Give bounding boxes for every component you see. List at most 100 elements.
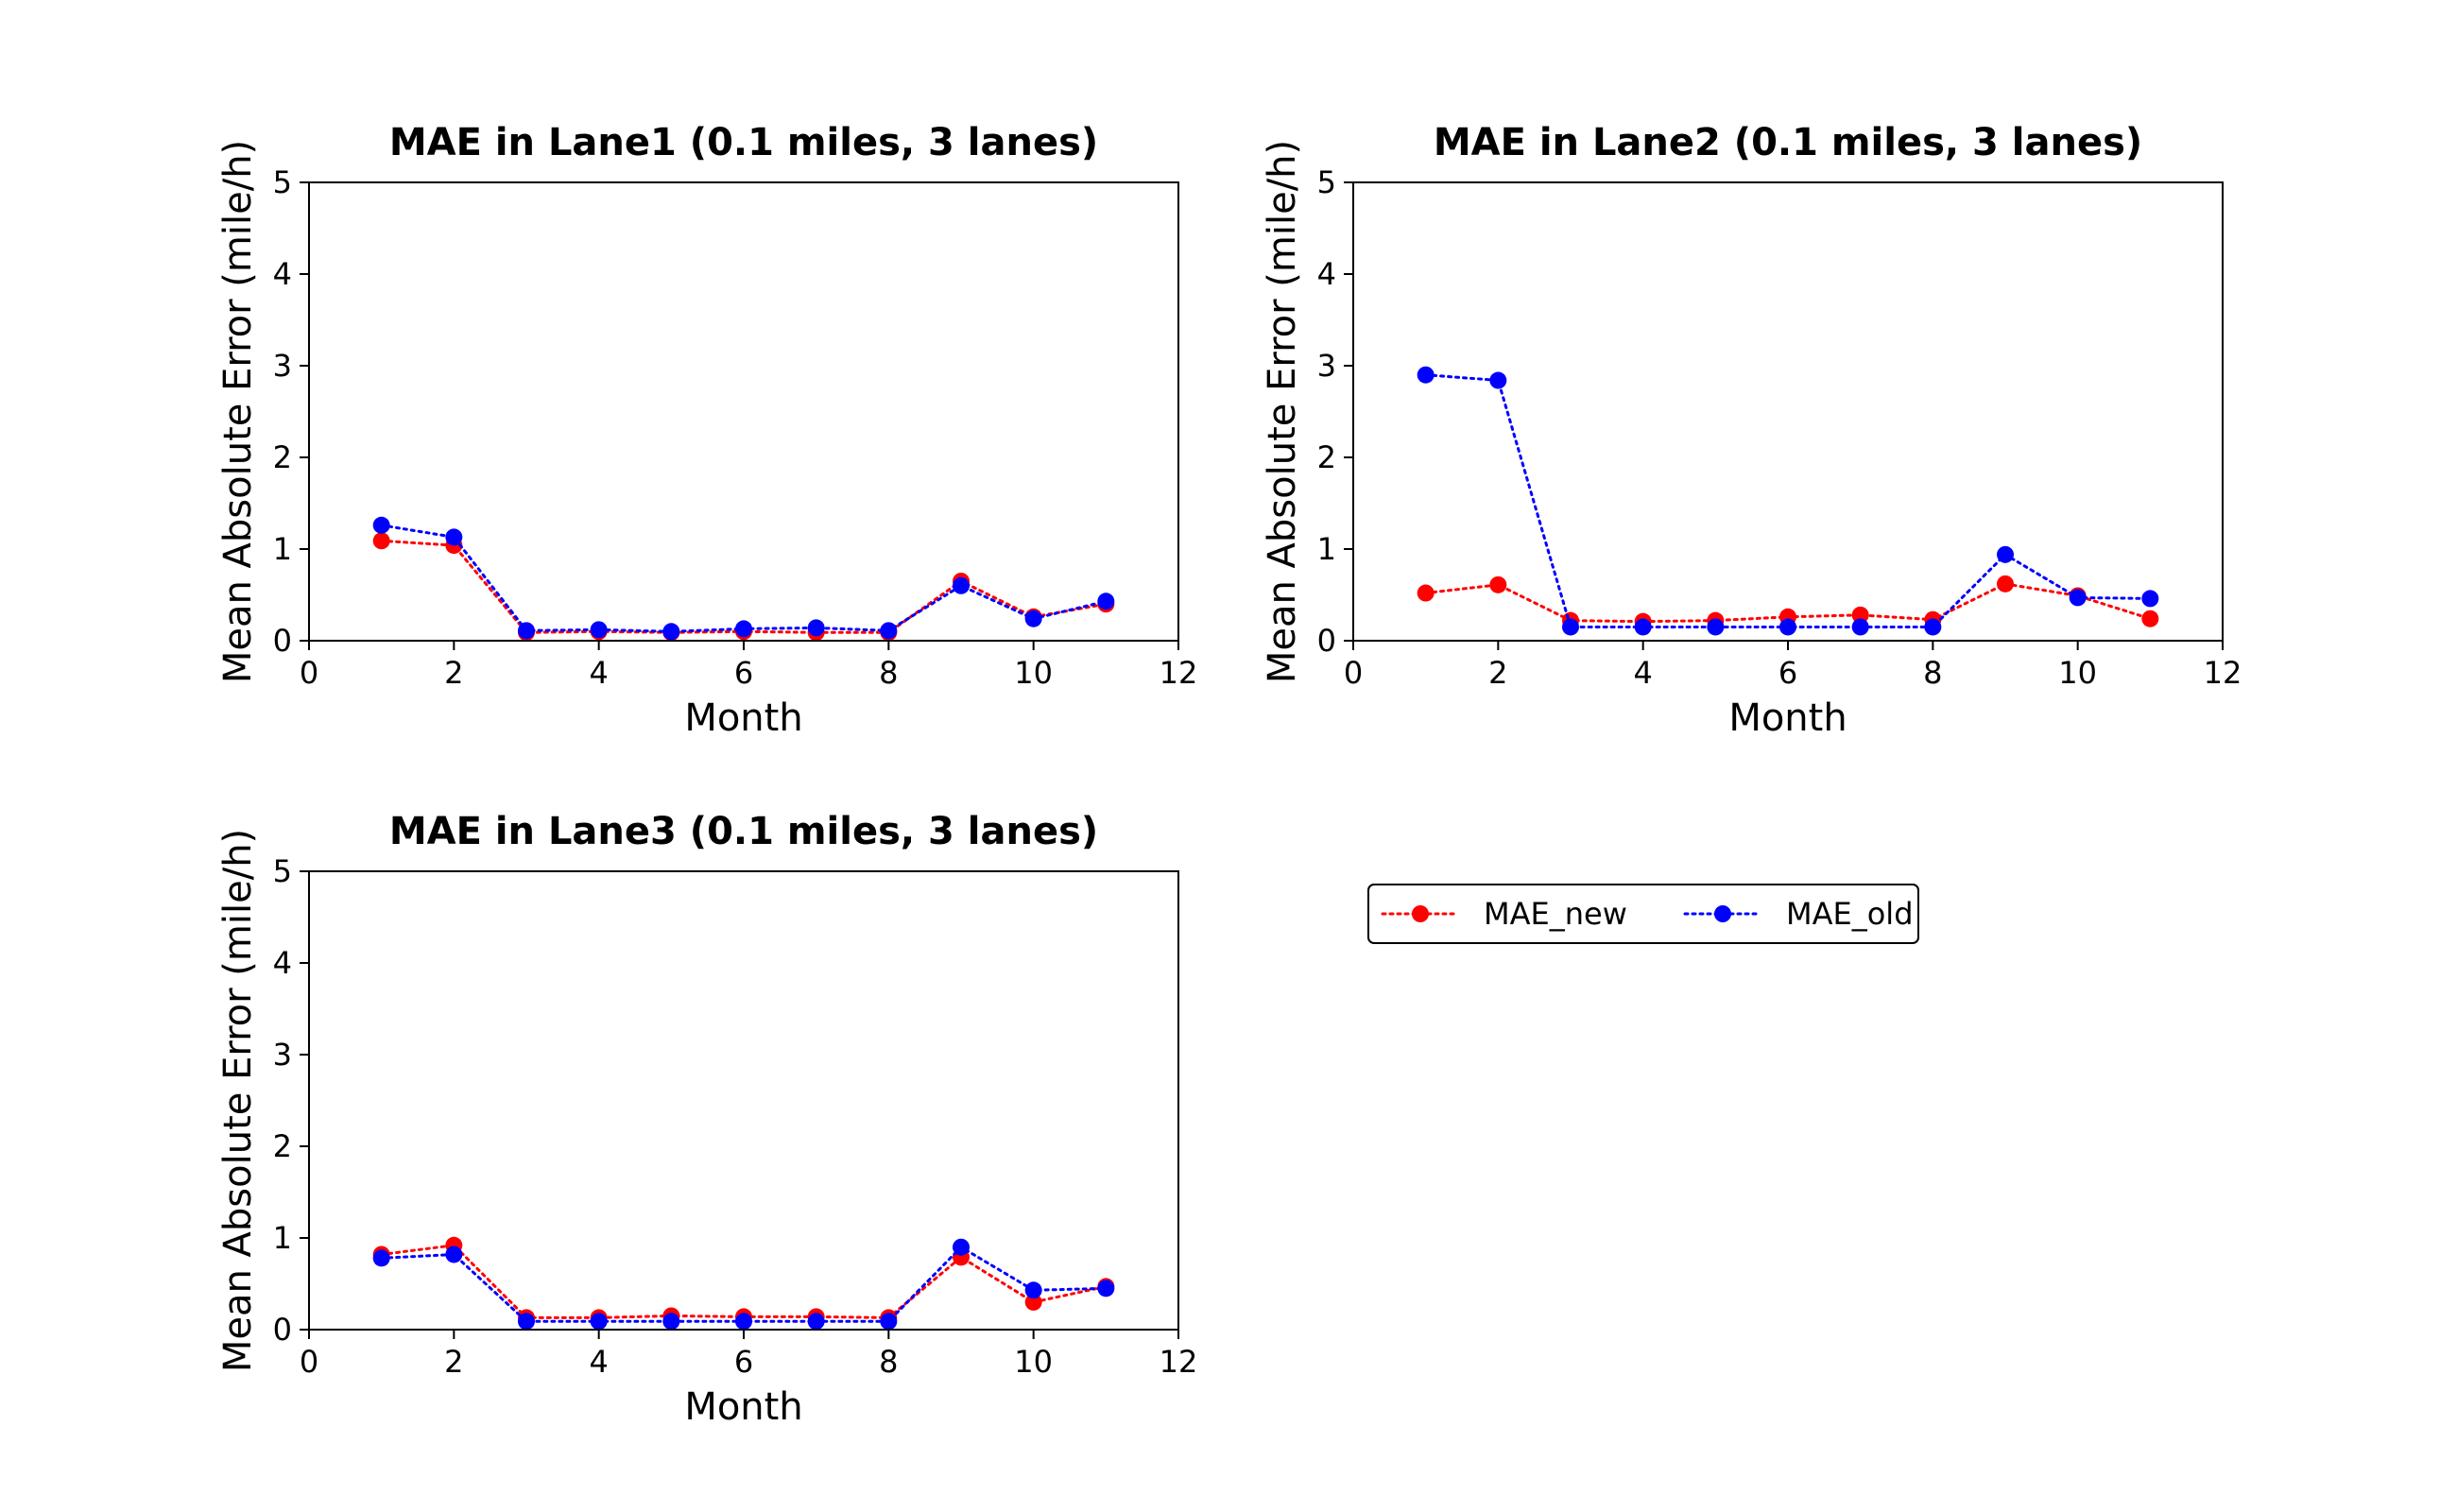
legend: MAE_new MAE_old <box>1367 884 1919 944</box>
x-tick-label: 10 <box>2058 655 2097 691</box>
legend-swatch-marker <box>1714 905 1731 922</box>
x-tick-label: 10 <box>1014 1344 1053 1380</box>
data-point-new <box>1851 606 1869 624</box>
data-point-old <box>1851 618 1869 636</box>
data-point-old <box>1779 618 1796 636</box>
data-point-old <box>953 576 970 594</box>
y-tick-label: 0 <box>273 623 292 659</box>
data-point-old <box>1924 618 1942 636</box>
data-point-old <box>1024 1281 1042 1299</box>
data-point-old <box>880 622 898 640</box>
legend-label: MAE_new <box>1484 896 1627 932</box>
y-tick-label: 3 <box>1317 348 1336 384</box>
y-tick-label: 2 <box>273 439 292 475</box>
chart-panel-1: MAE in Lane1 (0.1 miles, 3 lanes)0 2 4 6 8 10… <box>216 121 1197 740</box>
data-point-old <box>1997 545 2014 563</box>
data-point-old <box>1097 593 1115 610</box>
y-axis-label: Mean Absolute Error (mile/h) <box>216 829 260 1372</box>
y-axis-label: Mean Absolute Error (mile/h) <box>216 140 260 683</box>
plot-frame <box>1352 181 2224 642</box>
y-tick-label: 0 <box>1317 623 1336 659</box>
data-point-old <box>2141 590 2159 608</box>
data-point-old <box>735 1313 752 1331</box>
y-tick-label: 4 <box>1317 256 1336 292</box>
plot-frame <box>308 181 1179 642</box>
y-tick-label: 3 <box>273 1037 292 1073</box>
x-tick-label: 2 <box>444 1344 463 1380</box>
x-axis-label: Month <box>684 696 802 740</box>
y-tick-label: 4 <box>273 256 292 292</box>
x-tick-label: 6 <box>1778 655 1797 691</box>
chart-title: MAE in Lane1 (0.1 miles, 3 lanes) <box>389 121 1098 164</box>
data-point-old <box>1489 371 1507 389</box>
x-tick-label: 0 <box>300 655 318 691</box>
data-point-old <box>518 1313 535 1331</box>
legend-swatch-marker <box>1412 905 1429 922</box>
x-tick-label: 2 <box>444 655 463 691</box>
x-tick-label: 2 <box>1488 655 1507 691</box>
data-point-new <box>1997 575 2014 593</box>
data-point-old <box>1417 366 1435 384</box>
data-point-old <box>372 516 390 534</box>
x-tick-label: 12 <box>2204 655 2242 691</box>
y-tick-label: 4 <box>273 945 292 981</box>
y-tick-label: 1 <box>1317 531 1336 567</box>
chart-panel-2: MAE in Lane2 (0.1 miles, 3 lanes)0 2 4 6 8 10… <box>1261 121 2242 740</box>
x-tick-label: 6 <box>734 1344 753 1380</box>
y-tick-label: 2 <box>273 1128 292 1164</box>
data-point-new <box>1417 584 1435 602</box>
x-tick-label: 0 <box>300 1344 318 1380</box>
x-tick-label: 4 <box>589 655 608 691</box>
y-tick-label: 5 <box>273 164 292 200</box>
data-point-old <box>662 1313 680 1331</box>
series-line-new <box>380 539 1108 634</box>
y-tick-label: 1 <box>273 531 292 567</box>
x-tick-label: 4 <box>1633 655 1652 691</box>
data-point-old <box>372 1249 390 1267</box>
x-tick-label: 0 <box>1344 655 1363 691</box>
y-tick-label: 2 <box>1317 439 1336 475</box>
y-tick-label: 5 <box>1317 164 1336 200</box>
data-point-old <box>1024 610 1042 627</box>
data-point-old <box>2069 589 2087 607</box>
data-point-old <box>1562 618 1579 636</box>
x-axis-label: Month <box>684 1385 802 1429</box>
x-tick-label: 8 <box>879 655 898 691</box>
y-tick-label: 1 <box>273 1220 292 1256</box>
x-tick-label: 8 <box>879 1344 898 1380</box>
data-point-old <box>445 1246 463 1263</box>
series-line-old <box>380 524 1108 633</box>
data-point-old <box>807 1313 825 1331</box>
data-point-new <box>372 532 390 550</box>
chart-title: MAE in Lane3 (0.1 miles, 3 lanes) <box>389 810 1098 853</box>
data-point-old <box>518 622 535 640</box>
y-tick-label: 3 <box>273 348 292 384</box>
data-point-old <box>590 1313 608 1331</box>
chart-panel-3: MAE in Lane3 (0.1 miles, 3 lanes)0 2 4 6 8 10… <box>216 810 1197 1429</box>
data-point-new <box>1024 1293 1042 1311</box>
y-tick-label: 0 <box>273 1312 292 1348</box>
x-tick-label: 6 <box>734 655 753 691</box>
x-tick-label: 8 <box>1923 655 1942 691</box>
data-point-old <box>1097 1280 1115 1297</box>
legend-label: MAE_old <box>1786 896 1914 932</box>
y-tick-label: 5 <box>273 853 292 889</box>
data-point-old <box>445 528 463 546</box>
x-tick-label: 4 <box>589 1344 608 1380</box>
data-point-old <box>1634 618 1652 636</box>
y-axis-label: Mean Absolute Error (mile/h) <box>1261 140 1304 683</box>
data-point-old <box>1707 618 1725 636</box>
data-point-new <box>1489 576 1507 593</box>
plot-frame <box>308 870 1179 1331</box>
data-point-new <box>2141 610 2159 627</box>
data-point-old <box>880 1313 898 1331</box>
data-point-old <box>807 619 825 637</box>
data-point-old <box>590 621 608 639</box>
chart-title: MAE in Lane2 (0.1 miles, 3 lanes) <box>1434 121 2142 164</box>
data-point-old <box>953 1238 970 1256</box>
legend-box <box>1367 884 1919 944</box>
data-point-old <box>735 620 752 638</box>
x-tick-label: 12 <box>1160 655 1198 691</box>
series-line-new <box>380 1244 1108 1319</box>
